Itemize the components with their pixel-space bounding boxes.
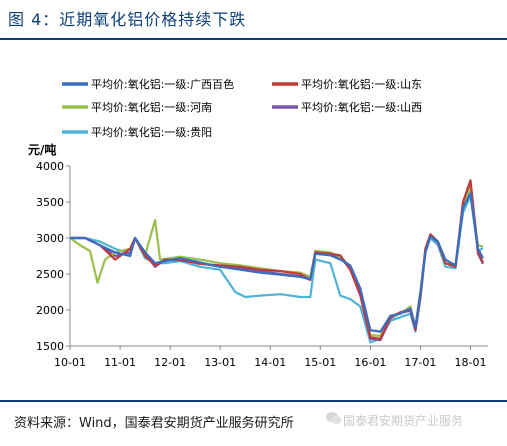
legend-label: 平均价:氧化铝:一级:山东 — [301, 77, 422, 91]
y-tick-label: 1500 — [36, 340, 64, 353]
series-line — [69, 186, 484, 337]
x-tick-label: 12-01 — [154, 356, 186, 369]
series-line — [70, 182, 484, 342]
footer-divider — [0, 400, 507, 402]
legend-label: 平均价:氧化铝:一级:河南 — [91, 100, 212, 114]
chart-series-lines — [69, 179, 484, 344]
y-axis-label: 元/吨 — [28, 142, 56, 157]
x-tick-label: 16-01 — [354, 356, 386, 369]
x-tick-label: 15-01 — [304, 356, 336, 369]
wechat-watermark-icon — [326, 412, 342, 424]
y-tick-label: 3000 — [36, 232, 64, 245]
figure-title: 图 4：近期氧化铝价格持续下跌 — [8, 10, 247, 29]
x-tick-label: 10-01 — [54, 356, 86, 369]
y-tick-label: 4000 — [36, 160, 64, 173]
title-divider — [0, 38, 507, 40]
x-tick-label: 18-01 — [454, 356, 486, 369]
series-line — [70, 179, 484, 340]
y-tick-label: 3500 — [36, 196, 64, 209]
series-line — [70, 192, 484, 333]
chart-legend: 平均价:氧化铝:一级:广西百色 平均价:氧化铝:一级:山东平均价:氧化铝:一级:河… — [62, 77, 422, 139]
x-tick-label: 14-01 — [254, 356, 286, 369]
price-line-chart: 平均价:氧化铝:一级:广西百色 平均价:氧化铝:一级:山东平均价:氧化铝:一级:河… — [28, 77, 488, 369]
legend-label: 平均价:氧化铝:一级:广西百色 — [91, 77, 234, 91]
y-tick-label: 2000 — [36, 304, 64, 317]
series-line — [70, 195, 484, 344]
x-tick-label: 11-01 — [104, 356, 136, 369]
legend-label: 平均价:氧化铝:一级:贵阳 — [91, 125, 212, 139]
watermark-text: 国泰君安期货产业服务 — [343, 414, 464, 428]
x-tick-label: 17-01 — [404, 356, 436, 369]
y-tick-label: 2500 — [36, 268, 64, 281]
x-tick-label: 13-01 — [204, 356, 236, 369]
chart-axes: 1500 2000 2500 3000 3500 4000 10-01 11-01 12-01 1… — [36, 160, 488, 369]
legend-label: 平均价:氧化铝:一级:山西 — [301, 100, 422, 114]
source-note: 资料来源：Wind，国泰君安期货产业服务研究所 — [14, 416, 294, 431]
